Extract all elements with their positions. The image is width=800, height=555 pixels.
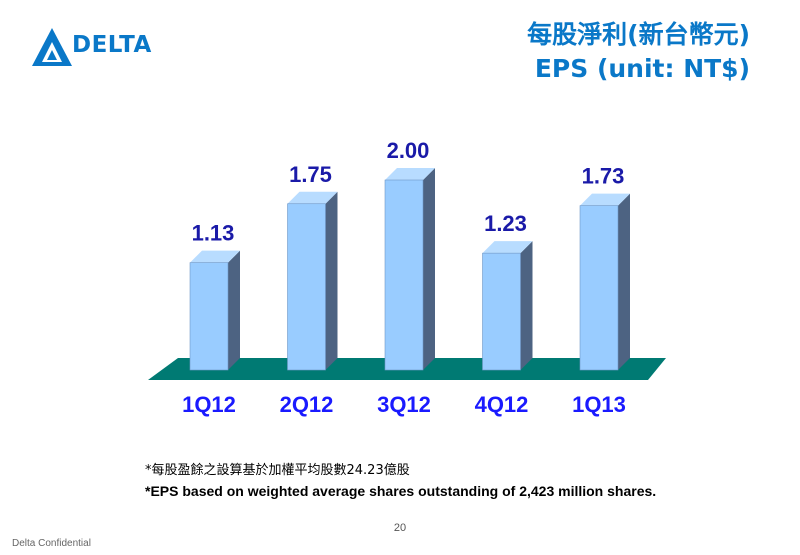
- value-label-2Q12: 1.75: [289, 162, 332, 187]
- category-label-1Q13: 1Q13: [572, 392, 626, 417]
- title-chinese: 每股淨利(新台幣元): [527, 20, 750, 49]
- page-number: 20: [393, 522, 407, 534]
- value-label-1Q13: 1.73: [582, 164, 625, 189]
- bar-side-face: [325, 191, 338, 370]
- value-label-3Q12: 2.00: [387, 138, 430, 163]
- value-label-4Q12: 1.23: [484, 211, 527, 236]
- confidential-label: Delta Confidential: [12, 538, 91, 549]
- bar-side-face: [423, 168, 435, 370]
- category-label-2Q12: 2Q12: [280, 392, 334, 417]
- bar-top-face: [385, 168, 435, 180]
- bar-3Q12: [384, 168, 435, 371]
- bar-top-face: [580, 193, 630, 206]
- footnote-chinese: *每股盈餘之設算基於加權平均股數24.23億股: [145, 463, 410, 478]
- delta-triangle-icon: [32, 28, 72, 66]
- bar-front-face: [482, 252, 521, 371]
- bar-4Q12: [482, 241, 533, 371]
- bar-2Q12: [287, 191, 338, 371]
- bar-top-face: [190, 250, 240, 263]
- bar-front-face: [384, 179, 424, 371]
- category-label-3Q12: 3Q12: [377, 392, 431, 417]
- bar-1Q13: [579, 193, 630, 371]
- bar-front-face: [579, 205, 619, 371]
- logo-text: DELTA: [72, 32, 152, 58]
- category-label-4Q12: 4Q12: [475, 392, 529, 417]
- category-label-1Q12: 1Q12: [182, 392, 236, 417]
- bar-front-face: [287, 203, 326, 371]
- title-english: EPS (unit: NT$): [534, 54, 750, 83]
- bar-side-face: [618, 193, 630, 370]
- delta-logo: [32, 28, 72, 66]
- bar-top-face: [482, 241, 533, 254]
- bar-side-face: [520, 241, 533, 370]
- footnotes: *每股盈餘之設算基於加權平均股數24.23億股 *EPS based on we…: [145, 460, 656, 502]
- bar-front-face: [189, 262, 229, 371]
- bar-side-face: [228, 250, 240, 370]
- bar-1Q12: [189, 250, 240, 371]
- footnote-english: *EPS based on weighted average shares ou…: [145, 483, 657, 499]
- page-title: 每股淨利(新台幣元) EPS (unit: NT$): [527, 18, 750, 86]
- bar-top-face: [287, 191, 338, 204]
- value-label-1Q12: 1.13: [192, 221, 235, 246]
